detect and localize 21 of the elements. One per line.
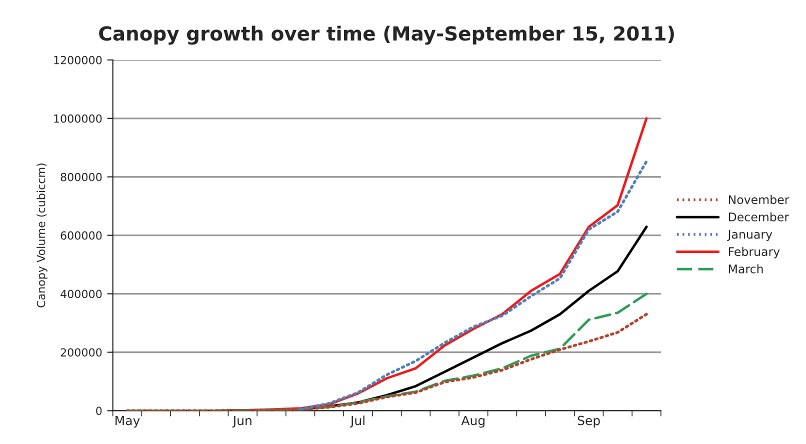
x-tick-label: May (116, 416, 140, 428)
y-axis-title: Canopy Volume (cubiccm) (36, 164, 48, 308)
legend-label: November (728, 194, 790, 204)
legend-label: February (728, 246, 780, 258)
y-tick-label: 200000 (60, 348, 102, 357)
legend-label: January (727, 230, 772, 242)
x-tick-label: Sep (578, 416, 600, 428)
legend-label: December (728, 212, 790, 222)
x-tick-label: Jun (232, 416, 252, 428)
y-tick-label: 1000000 (54, 114, 102, 123)
y-tick-label: 0 (96, 406, 102, 416)
y-tick-label: 1200000 (54, 56, 102, 64)
legend-label: March (728, 264, 763, 274)
y-tick-label: 800000 (60, 172, 102, 182)
y-tick-label: 400000 (60, 290, 102, 298)
line-series (126, 312, 648, 411)
y-tick-label: 600000 (60, 231, 102, 240)
chart-title: Canopy growth over time (May-September 15, 2011) (99, 26, 674, 45)
x-tick-label: Aug (461, 416, 484, 428)
x-tick-label: Jul (350, 416, 364, 428)
line-series (298, 160, 648, 410)
